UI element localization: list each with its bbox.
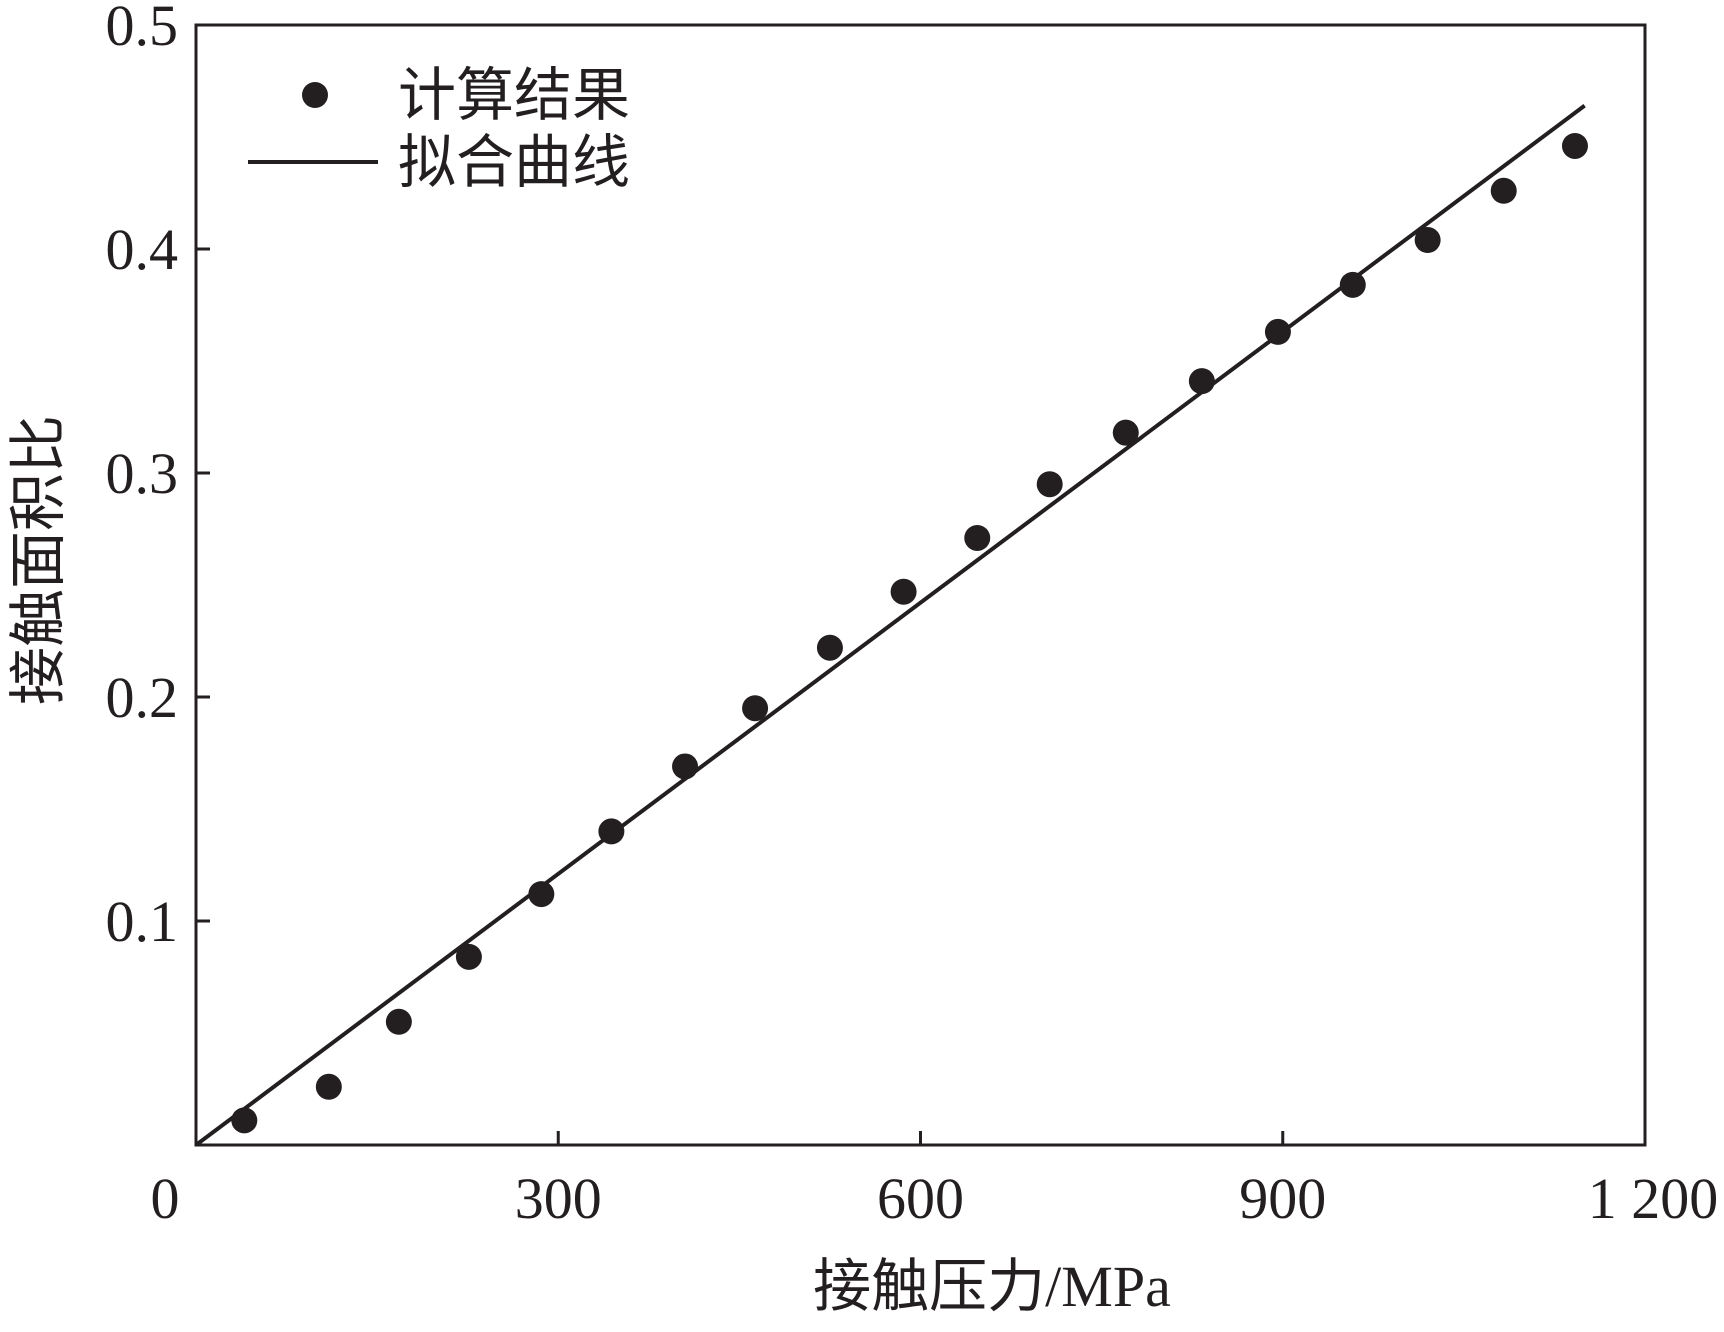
x-tick-label: 1 200 bbox=[1588, 1166, 1719, 1231]
x-tick-label: 900 bbox=[1239, 1166, 1326, 1231]
data-point bbox=[385, 1008, 412, 1035]
legend-label-scatter: 计算结果 bbox=[398, 63, 630, 128]
data-point bbox=[816, 634, 843, 661]
data-point bbox=[1490, 177, 1517, 204]
x-tick-label: 600 bbox=[877, 1166, 964, 1231]
y-tick-label: 0.4 bbox=[106, 217, 179, 282]
y-tick-label: 0.3 bbox=[106, 441, 179, 506]
data-point bbox=[742, 695, 769, 722]
data-point bbox=[315, 1073, 342, 1100]
tick-group: 300 600 900 1 200 0 0.1 0.2 0.3 0.4 0.5 bbox=[106, 0, 1719, 1231]
data-point bbox=[890, 578, 917, 605]
data-point bbox=[672, 753, 699, 780]
data-point bbox=[455, 943, 482, 970]
fit-line bbox=[194, 104, 1586, 1147]
x-tick-label-zero: 0 bbox=[151, 1166, 180, 1231]
y-axis-title: 接触面积比 bbox=[6, 415, 71, 705]
y-tick-label: 0.1 bbox=[106, 889, 179, 954]
data-point bbox=[1414, 227, 1441, 254]
legend-marker-scatter bbox=[302, 82, 328, 108]
data-group bbox=[194, 104, 1588, 1147]
data-point bbox=[1561, 132, 1588, 159]
x-axis-title: 接触压力/MPa bbox=[813, 1254, 1171, 1319]
data-point bbox=[1339, 271, 1366, 298]
y-tick-label: 0.2 bbox=[106, 665, 179, 730]
data-point bbox=[964, 524, 991, 551]
y-tick-label: 0.5 bbox=[106, 0, 179, 58]
data-point bbox=[1036, 471, 1063, 498]
data-point bbox=[528, 881, 555, 908]
legend-label-line: 拟合曲线 bbox=[398, 130, 630, 195]
data-point bbox=[1112, 419, 1139, 446]
x-tick-label: 300 bbox=[515, 1166, 602, 1231]
